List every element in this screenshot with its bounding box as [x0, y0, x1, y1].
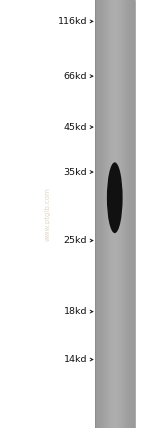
Bar — [121, 0, 122, 428]
Bar — [103, 0, 104, 428]
Bar — [129, 0, 130, 428]
Text: 14kd: 14kd — [63, 355, 87, 364]
Text: 25kd: 25kd — [63, 236, 87, 245]
Text: 35kd: 35kd — [63, 167, 87, 177]
Bar — [119, 0, 120, 428]
Bar — [112, 0, 113, 428]
Bar — [120, 0, 121, 428]
Bar — [114, 0, 115, 428]
Bar — [97, 0, 98, 428]
Ellipse shape — [107, 162, 123, 233]
Bar — [128, 0, 129, 428]
Text: 116kd: 116kd — [57, 17, 87, 26]
Bar — [109, 0, 110, 428]
Bar — [123, 0, 124, 428]
Text: 66kd: 66kd — [63, 71, 87, 81]
Bar — [132, 0, 133, 428]
Bar — [126, 0, 127, 428]
Bar — [106, 0, 107, 428]
Bar — [133, 0, 134, 428]
Bar — [110, 0, 111, 428]
Bar — [124, 0, 125, 428]
Bar — [99, 0, 100, 428]
Bar — [108, 0, 109, 428]
Bar — [98, 0, 99, 428]
Bar — [117, 0, 118, 428]
Bar — [101, 0, 102, 428]
Bar — [113, 0, 114, 428]
Bar — [94, 0, 95, 428]
Bar — [122, 0, 123, 428]
Bar — [116, 0, 117, 428]
Text: www.ptglb.com: www.ptglb.com — [45, 187, 51, 241]
Bar — [119, 0, 120, 428]
Bar — [125, 0, 126, 428]
Bar — [105, 0, 106, 428]
Bar — [118, 0, 119, 428]
Bar — [107, 0, 108, 428]
Text: 45kd: 45kd — [63, 122, 87, 132]
Bar — [95, 0, 96, 428]
Bar — [100, 0, 101, 428]
Bar — [111, 0, 112, 428]
Bar — [104, 0, 105, 428]
Bar — [102, 0, 103, 428]
Bar — [134, 0, 135, 428]
Bar — [115, 0, 116, 428]
Bar — [96, 0, 97, 428]
Bar — [131, 0, 132, 428]
Bar — [130, 0, 131, 428]
Text: 18kd: 18kd — [63, 307, 87, 316]
